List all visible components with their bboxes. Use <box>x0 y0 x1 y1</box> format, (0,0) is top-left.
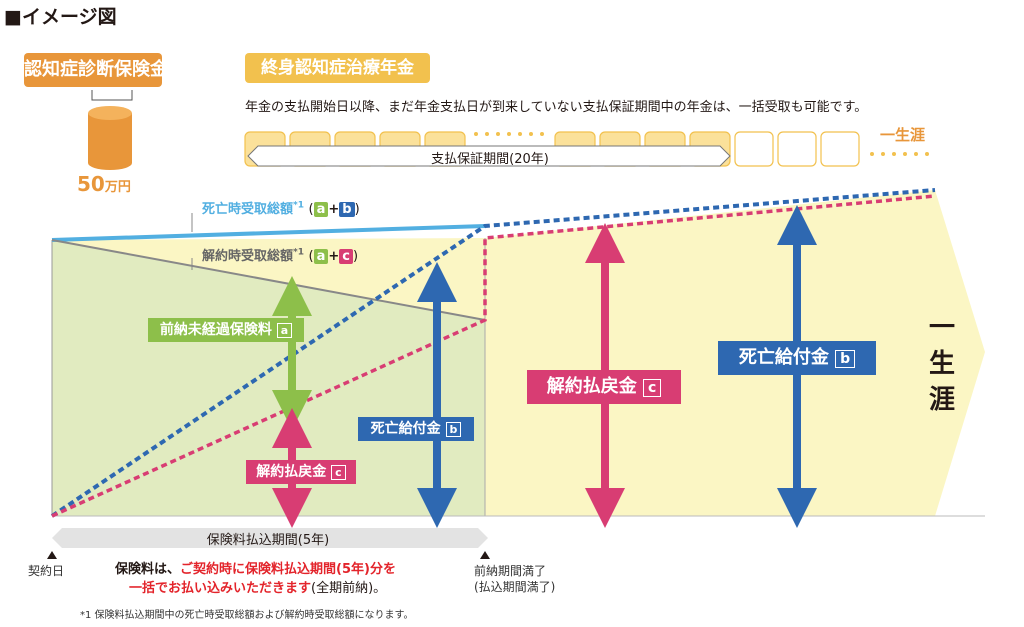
death-total-line <box>51 224 486 242</box>
premium-note-red2: 一括でお払い込みいただきます <box>129 581 312 596</box>
lifetime-side-label: 一 生 涯 <box>928 310 956 418</box>
death-small-chip: 死亡給付金 b <box>358 417 474 441</box>
diagnosis-benefit-label: 認知症診断保険金 <box>24 53 168 87</box>
death-small-tag: b <box>445 422 462 437</box>
guarantee-period-label: 支払保証期間(20年) <box>431 152 549 167</box>
surrender-total-line <box>51 239 486 321</box>
prepaid-area <box>52 240 485 516</box>
surrender-total-open: ( <box>308 249 314 264</box>
prepaid-premium-chip: 前納未経過保険料 a <box>148 318 304 342</box>
diagnosis-connector <box>91 90 133 101</box>
annuity-label: 終身認知症治療年金 <box>245 53 430 83</box>
prepaid-end-sublabel: (払込期間満了) <box>474 580 556 594</box>
surrender-big-label: 解約払戻金 <box>546 376 637 397</box>
diagnosis-amount: 50万円 <box>77 172 131 196</box>
surrender-total-plus: + <box>328 249 340 264</box>
death-big-chip: 死亡給付金 b <box>718 341 876 375</box>
footnote: *1 保険料払込期間中の死亡時受取総額および解約時受取総額になります。 <box>80 610 414 621</box>
premium-note-prefix: 保険料は、 <box>115 562 181 577</box>
payment-period-label: 保険料払込期間(5年) <box>206 533 330 548</box>
surrender-small-chip: 解約払戻金 c <box>246 460 356 484</box>
surrender-total-c-tag: c <box>339 249 353 264</box>
surrender-total-sup: *1 <box>293 247 304 258</box>
surrender-total-label: 解約時受取総額*1 (a + c) <box>202 245 358 264</box>
surrender-small-tag: c <box>331 465 346 480</box>
lifetime-side-char-2: 生 <box>928 349 955 379</box>
lifetime-annuity-label: 一生涯 <box>880 126 926 144</box>
death-small-label: 死亡給付金 <box>370 421 441 437</box>
surrender-big-tag: c <box>642 379 662 397</box>
surrender-big-chip: 解約払戻金 c <box>527 370 681 404</box>
death-total-b-tag: b <box>339 202 355 217</box>
contract-day-marker <box>47 551 57 559</box>
page-title: ■イメージ図 <box>4 6 117 28</box>
death-total-sup: *1 <box>293 200 304 211</box>
death-total-close: ) <box>354 202 360 217</box>
diagnosis-amount-unit: 万円 <box>104 180 131 195</box>
annuity-description: 年金の支払開始日以降、まだ年金支払日が到来していない支払保証期間中の年金は、一括… <box>245 100 868 115</box>
guarantee-period-bar <box>247 145 731 167</box>
premium-note: 保険料は、ご契約時に保険料払込期間(5年)分を 一括でお払い込みいただきます(全… <box>115 560 396 598</box>
coin-stack-icon <box>88 106 132 170</box>
death-total-a-tag: a <box>313 202 329 217</box>
death-big-tag: b <box>835 350 856 368</box>
surrender-total-text: 解約時受取総額 <box>202 249 294 264</box>
death-big-label: 死亡給付金 <box>738 347 829 368</box>
surrender-total-close: ) <box>353 249 359 264</box>
death-benefit-curve <box>50 188 936 518</box>
surrender-total-a-tag: a <box>313 249 329 264</box>
premium-note-suffix: (全期前納)。 <box>311 581 387 596</box>
death-total-label: 死亡時受取総額*1 (a + b) <box>202 198 360 217</box>
death-total-open: ( <box>308 202 314 217</box>
surrender-small-label: 解約払戻金 <box>256 464 327 480</box>
prepaid-premium-label: 前納未経過保険料 <box>159 322 272 338</box>
death-total-plus: + <box>328 202 340 217</box>
contract-day-label: 契約日 <box>28 564 65 578</box>
death-total-text: 死亡時受取総額 <box>202 202 294 217</box>
diagnosis-amount-number: 50 <box>77 172 105 196</box>
prepaid-premium-tag: a <box>276 323 293 338</box>
surrender-value-curve <box>51 194 936 518</box>
payment-period-bar <box>52 528 488 548</box>
prepaid-end-label: 前納期間満了 <box>474 564 547 578</box>
lifetime-side-char-3: 涯 <box>928 385 955 415</box>
premium-note-red1: ご契約時に保険料払込期間(5年)分を <box>180 562 396 577</box>
prepaid-end-marker <box>480 551 490 559</box>
lifetime-side-char-1: 一 <box>928 313 955 343</box>
